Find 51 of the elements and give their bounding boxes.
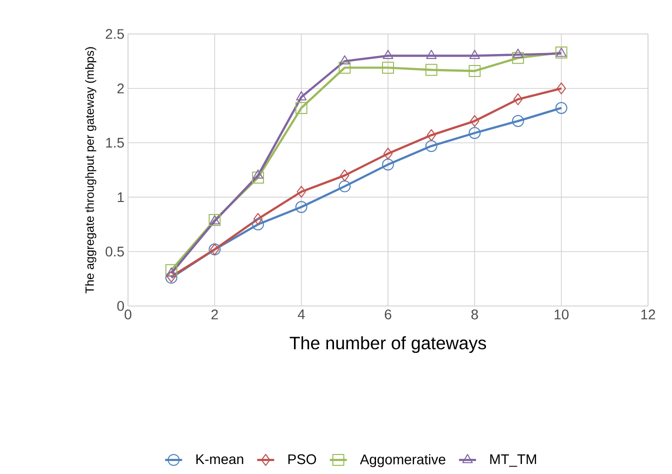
point	[512, 52, 524, 64]
point	[338, 62, 351, 74]
point	[295, 102, 308, 114]
x-tick-label: 0	[124, 309, 132, 320]
y-tick-label: 2	[117, 84, 124, 94]
x-tick-label: 8	[471, 309, 478, 320]
point	[513, 93, 523, 106]
point	[295, 201, 308, 213]
x-axis-title: The number of gateways	[290, 336, 486, 353]
point	[468, 127, 481, 139]
point	[470, 115, 480, 128]
point	[252, 172, 264, 184]
point	[165, 264, 178, 276]
y-tick-label: 1.5	[106, 138, 124, 148]
y-tick-label: 0.5	[106, 246, 124, 257]
legend-label: Aggomerative	[360, 454, 446, 468]
x-tick-label: 2	[212, 309, 218, 320]
y-tick-label: 0	[117, 301, 124, 311]
point	[382, 158, 394, 171]
legend-label: K-mean	[196, 454, 244, 464]
point	[383, 148, 393, 160]
point	[252, 218, 264, 230]
y-axis-title: The aggregate throughput per gateway (mbps)	[85, 47, 96, 294]
point	[425, 64, 438, 76]
legend-label: PSO	[288, 454, 316, 464]
x-tick-label: 10	[554, 309, 569, 320]
point	[426, 129, 436, 142]
point	[340, 169, 350, 182]
point	[468, 65, 481, 77]
point	[382, 62, 394, 74]
point	[469, 50, 480, 59]
point	[296, 186, 306, 198]
point	[512, 115, 524, 128]
y-tick-label: 2.5	[106, 29, 124, 39]
point	[425, 140, 438, 152]
x-tick-label: 4	[298, 310, 305, 320]
point	[338, 180, 351, 192]
x-tick-label: 6	[384, 309, 392, 320]
point	[512, 48, 524, 58]
y-tick-label: 1	[118, 192, 124, 202]
point	[555, 102, 568, 114]
point	[166, 267, 177, 277]
point	[382, 50, 394, 59]
point	[252, 169, 264, 179]
x-tick-label: 12	[641, 309, 656, 320]
point	[556, 82, 566, 94]
point	[339, 55, 350, 64]
legend-label: MT_TM	[490, 454, 536, 467]
point	[253, 212, 263, 225]
point	[296, 91, 307, 100]
point	[426, 50, 437, 59]
